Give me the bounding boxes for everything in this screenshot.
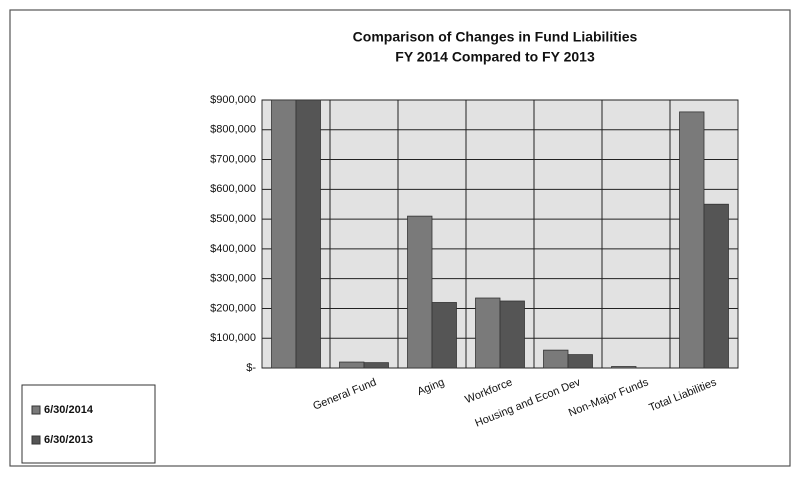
bar bbox=[363, 362, 389, 369]
bar bbox=[407, 215, 433, 369]
bar bbox=[295, 99, 321, 369]
bar bbox=[543, 349, 569, 369]
bar bbox=[499, 300, 525, 369]
bar bbox=[679, 111, 705, 369]
y-tick-label: $- bbox=[246, 362, 256, 374]
legend-label: 6/30/2013 bbox=[44, 434, 93, 446]
y-tick-label: $200,000 bbox=[210, 302, 256, 314]
legend-swatch bbox=[31, 405, 41, 415]
chart-title: Comparison of Changes in Fund Liabilitie… bbox=[353, 29, 638, 45]
y-tick-label: $400,000 bbox=[210, 243, 256, 255]
bar bbox=[475, 297, 501, 369]
y-tick-label: $800,000 bbox=[210, 124, 256, 136]
y-tick-label: $900,000 bbox=[210, 94, 256, 106]
y-tick-label: $600,000 bbox=[210, 183, 256, 195]
y-tick-label: $100,000 bbox=[210, 332, 256, 344]
bar bbox=[611, 366, 637, 369]
bar bbox=[271, 99, 297, 369]
bar bbox=[703, 203, 729, 369]
bar bbox=[567, 354, 593, 369]
legend-swatch bbox=[31, 435, 41, 445]
bar bbox=[339, 361, 365, 369]
legend bbox=[21, 384, 156, 464]
y-tick-label: $500,000 bbox=[210, 213, 256, 225]
legend-label: 6/30/2014 bbox=[44, 404, 94, 416]
y-tick-label: $300,000 bbox=[210, 273, 256, 285]
y-tick-label: $700,000 bbox=[210, 153, 256, 165]
bar bbox=[431, 302, 457, 369]
chart-subtitle: FY 2014 Compared to FY 2013 bbox=[395, 49, 595, 65]
